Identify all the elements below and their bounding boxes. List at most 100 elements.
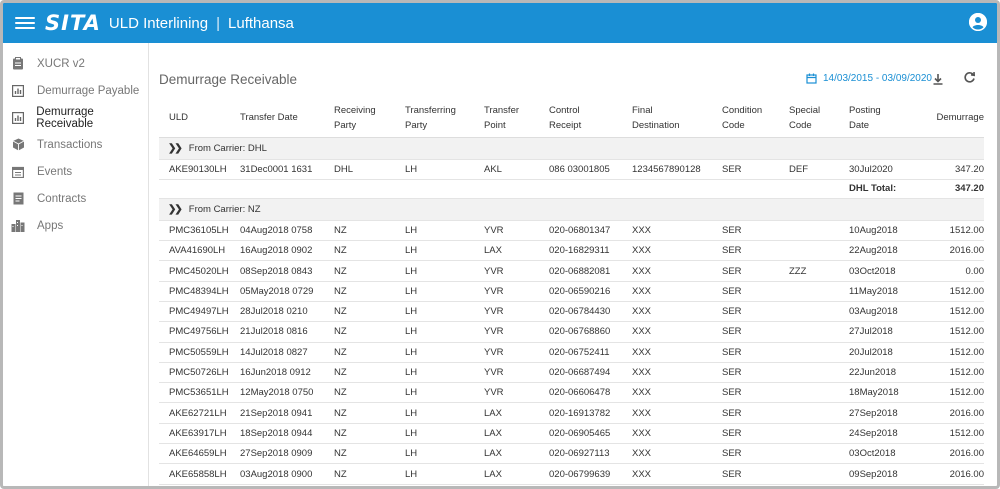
table-cell: 020-06752411 bbox=[549, 342, 632, 363]
table-row[interactable]: AKE63917LH 18Sep2018 0944 NZ LH LAX 020-06905… bbox=[159, 423, 984, 445]
table-cell: NZ bbox=[334, 342, 405, 363]
column-header[interactable]: Special Code bbox=[789, 99, 849, 138]
sidebar-item-events[interactable]: Events bbox=[3, 158, 148, 185]
column-header-line: Transfer Date bbox=[240, 112, 298, 124]
chevron-double-right-icon[interactable]: ❯❯ bbox=[168, 203, 183, 215]
group-title: From Carrier: NZ bbox=[188, 203, 261, 215]
table-row[interactable]: PMC50559LH 14Jul2018 0827 NZ LH YVR 020-06752… bbox=[159, 342, 984, 363]
column-header-line: Demurrage bbox=[936, 112, 984, 124]
table-cell: XXX bbox=[632, 382, 722, 404]
table-cell: PMC50559LH bbox=[159, 342, 240, 363]
table-cell: LH bbox=[405, 382, 484, 404]
table-cell: SER bbox=[722, 382, 789, 404]
group-cell: ❯❯ From Carrier: DHL bbox=[159, 137, 984, 160]
table-cell: NZ bbox=[334, 463, 405, 485]
table-row[interactable]: AKE90130LH 31Dec0001 1631 DHL LH AKL 086 0300… bbox=[159, 159, 984, 180]
sidebar-item-apps[interactable]: Apps bbox=[3, 212, 148, 239]
table-cell: AKE64659LH bbox=[159, 443, 240, 465]
table-row[interactable]: AKE62721LH 21Sep2018 0941 NZ LH LAX 020-16913… bbox=[159, 402, 984, 424]
column-header[interactable]: Receiving Party bbox=[334, 99, 405, 138]
table-cell: 27Jul2018 bbox=[849, 321, 914, 343]
table-cell: 1512.00 bbox=[914, 220, 984, 242]
table-cell bbox=[789, 443, 849, 465]
sidebar-item-demurrage-receivable[interactable]: Demurrage Receivable bbox=[3, 104, 148, 131]
table-cell: XXX bbox=[632, 281, 722, 302]
table-cell: PMC48394LH bbox=[159, 281, 240, 302]
table-cell: SER bbox=[722, 281, 789, 302]
table-cell bbox=[789, 402, 849, 424]
sidebar-item-label: Contracts bbox=[37, 192, 87, 205]
table-cell: XXX bbox=[632, 301, 722, 323]
table-cell: NZ bbox=[334, 423, 405, 445]
table-row[interactable]: PMC45020LH 08Sep2018 0843 NZ LH YVR 020-06882… bbox=[159, 260, 984, 282]
table-cell: LAX bbox=[484, 240, 549, 262]
column-header[interactable]: Condition Code bbox=[722, 99, 789, 138]
column-header[interactable]: Final Destination bbox=[632, 99, 722, 138]
refresh-icon[interactable] bbox=[963, 71, 976, 89]
group-label: ❯❯ From Carrier: NZ bbox=[159, 204, 984, 215]
table-cell: SER bbox=[722, 423, 789, 445]
column-header[interactable]: Transfer Date bbox=[240, 99, 334, 138]
table-cell bbox=[789, 240, 849, 262]
table-cell: 22Jun2018 bbox=[849, 362, 914, 384]
sidebar-item-xucr-v2[interactable]: XUCR v2 bbox=[3, 50, 148, 77]
account-icon[interactable] bbox=[969, 13, 987, 31]
table-cell: LH bbox=[405, 281, 484, 302]
table-cell: 1512.00 bbox=[914, 342, 984, 363]
group-row[interactable]: ❯❯ From Carrier: NZ bbox=[159, 198, 984, 221]
column-header[interactable]: Transferring Party bbox=[405, 99, 484, 138]
table-row[interactable]: AKE65858LH 03Aug2018 0900 NZ LH LAX 020-06799… bbox=[159, 463, 984, 485]
table-cell: AKE63917LH bbox=[159, 423, 240, 445]
table-cell: 020-06927113 bbox=[549, 443, 632, 465]
table-cell: SER bbox=[722, 342, 789, 363]
download-icon[interactable] bbox=[932, 72, 944, 90]
table-cell: 05May2018 0729 bbox=[240, 281, 334, 302]
page-title: Demurrage Receivable bbox=[159, 72, 298, 87]
table-cell: YVR bbox=[484, 281, 549, 302]
table-row[interactable]: PMC36105LH 04Aug2018 0758 NZ LH YVR 020-06801… bbox=[159, 220, 984, 242]
table-row[interactable]: PMC49756LH 21Jul2018 0816 NZ LH YVR 020-06768… bbox=[159, 321, 984, 343]
table-cell: 020-06784430 bbox=[549, 301, 632, 323]
column-header-line: Transfer bbox=[484, 104, 520, 116]
table-cell: LAX bbox=[484, 463, 549, 485]
table-cell: 1512.00 bbox=[914, 423, 984, 445]
group-total-row: DHL Total: 347.20 bbox=[159, 179, 984, 199]
table-cell: PMC45020LH bbox=[159, 260, 240, 282]
table-cell: 2016.00 bbox=[914, 240, 984, 262]
column-header-line: Code bbox=[722, 119, 745, 131]
table-cell: AKL bbox=[484, 159, 549, 180]
table-cell: LH bbox=[405, 402, 484, 424]
chevron-double-right-icon[interactable]: ❯❯ bbox=[168, 142, 183, 154]
column-header[interactable]: ULD bbox=[159, 99, 240, 138]
table-cell: 10Aug2018 bbox=[849, 220, 914, 242]
table-cell: YVR bbox=[484, 220, 549, 242]
column-header-line: Receiving bbox=[334, 104, 376, 116]
table-cell: YVR bbox=[484, 260, 549, 282]
table-cell: YVR bbox=[484, 342, 549, 363]
sidebar-item-demurrage-payable[interactable]: Demurrage Payable bbox=[3, 77, 148, 104]
sidebar-item-contracts[interactable]: Contracts bbox=[3, 185, 148, 212]
group-row[interactable]: ❯❯ From Carrier: DHL bbox=[159, 137, 984, 160]
sidebar-item-transactions[interactable]: Transactions bbox=[3, 131, 148, 158]
column-header[interactable]: Posting Date bbox=[849, 99, 914, 138]
column-header[interactable]: Transfer Point bbox=[484, 99, 549, 138]
table-row[interactable]: PMC48394LH 05May2018 0729 NZ LH YVR 020-06590… bbox=[159, 281, 984, 302]
column-header-line: Destination bbox=[632, 119, 680, 131]
hamburger-menu-icon[interactable] bbox=[15, 17, 35, 29]
table-row[interactable]: PMC50726LH 16Jun2018 0912 NZ LH YVR 020-06687… bbox=[159, 362, 984, 384]
column-header-line: Control bbox=[549, 104, 580, 116]
column-header[interactable]: Demurrage bbox=[914, 99, 984, 138]
date-range-picker[interactable]: 14/03/2015 - 03/09/2020 bbox=[806, 73, 932, 84]
table-row[interactable]: PMC53651LH 12May2018 0750 NZ LH YVR 020-06606… bbox=[159, 382, 984, 404]
table-cell: 2016.00 bbox=[914, 402, 984, 424]
table-row[interactable]: AKE64659LH 27Sep2018 0909 NZ LH LAX 020-06927… bbox=[159, 443, 984, 465]
title-separator: | bbox=[216, 14, 221, 32]
demurrage-table: ULD Transfer Date Receiving Party Transferri… bbox=[159, 99, 984, 485]
column-header[interactable]: Control Receipt bbox=[549, 99, 632, 138]
sita-logo: SITA bbox=[45, 11, 101, 35]
table-row[interactable]: PMC49497LH 28Jul2018 0210 NZ LH YVR 020-06784… bbox=[159, 301, 984, 323]
column-header-line: Code bbox=[789, 119, 812, 131]
table-cell: DHL bbox=[334, 159, 405, 180]
table-row[interactable]: AVA41690LH 16Aug2018 0902 NZ LH LAX 020-16829… bbox=[159, 240, 984, 262]
